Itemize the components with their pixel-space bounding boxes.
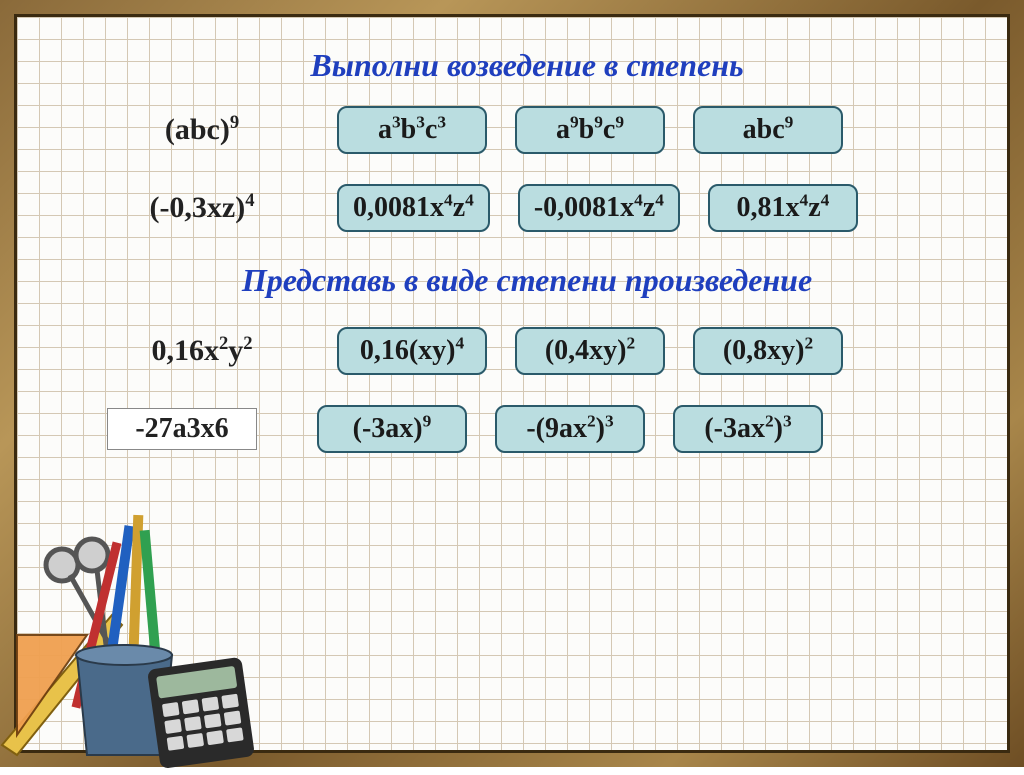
answer-options: 0,0081x4z4 -0,0081x4z4 0,81x4z4 bbox=[337, 184, 967, 232]
answer-option[interactable]: a9b9c9 bbox=[515, 106, 665, 154]
section-title-1: Выполни возведение в степень bbox=[87, 47, 967, 84]
question-expression: (abc)9 bbox=[87, 113, 317, 147]
answer-option[interactable]: a3b3c3 bbox=[337, 106, 487, 154]
answer-option[interactable]: (-3ax2)3 bbox=[673, 405, 823, 453]
answer-options: 0,16(xy)4 (0,4xy)2 (0,8xy)2 bbox=[337, 327, 967, 375]
answer-option[interactable]: (-3ax)9 bbox=[317, 405, 467, 453]
answer-option[interactable]: 0,16(xy)4 bbox=[337, 327, 487, 375]
question-expression: 0,16x2y2 bbox=[87, 334, 317, 368]
answer-option[interactable]: 0,0081x4z4 bbox=[337, 184, 490, 232]
answer-options: a3b3c3 a9b9c9 abc9 bbox=[337, 106, 967, 154]
exercise-row: (abc)9 a3b3c3 a9b9c9 abc9 bbox=[87, 106, 967, 154]
answer-option[interactable]: -(9ax2)3 bbox=[495, 405, 645, 453]
slide-content: Выполни возведение в степень (abc)9 a3b3… bbox=[17, 17, 1007, 750]
question-expression: (-0,3xz)4 bbox=[87, 191, 317, 225]
section-title-2: Представь в виде степени произведение bbox=[87, 262, 967, 299]
exercise-row: -27a3x6 (-3ax)9 -(9ax2)3 (-3ax2)3 bbox=[87, 405, 967, 453]
answer-option[interactable]: (0,4xy)2 bbox=[515, 327, 665, 375]
answer-option[interactable]: -0,0081x4z4 bbox=[518, 184, 680, 232]
question-expression-boxed: -27a3x6 bbox=[107, 408, 257, 450]
exercise-row: (-0,3xz)4 0,0081x4z4 -0,0081x4z4 0,81x4z… bbox=[87, 184, 967, 232]
answer-options: (-3ax)9 -(9ax2)3 (-3ax2)3 bbox=[317, 405, 967, 453]
answer-option[interactable]: (0,8xy)2 bbox=[693, 327, 843, 375]
answer-option[interactable]: 0,81x4z4 bbox=[708, 184, 858, 232]
exercise-row: 0,16x2y2 0,16(xy)4 (0,4xy)2 (0,8xy)2 bbox=[87, 327, 967, 375]
inner-frame: Выполни возведение в степень (abc)9 a3b3… bbox=[14, 14, 1010, 753]
answer-option[interactable]: abc9 bbox=[693, 106, 843, 154]
outer-wood-frame: Выполни возведение в степень (abc)9 a3b3… bbox=[0, 0, 1024, 767]
